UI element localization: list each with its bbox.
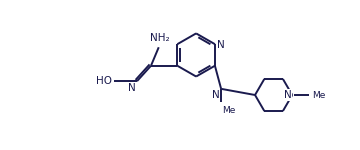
Text: N: N [217,40,225,50]
Text: Me: Me [222,106,235,115]
Text: N: N [128,83,135,93]
Text: NH₂: NH₂ [150,33,170,43]
Text: N: N [212,90,220,100]
Text: Me: Me [312,90,326,99]
Text: N: N [284,90,292,100]
Text: HO: HO [96,76,112,86]
